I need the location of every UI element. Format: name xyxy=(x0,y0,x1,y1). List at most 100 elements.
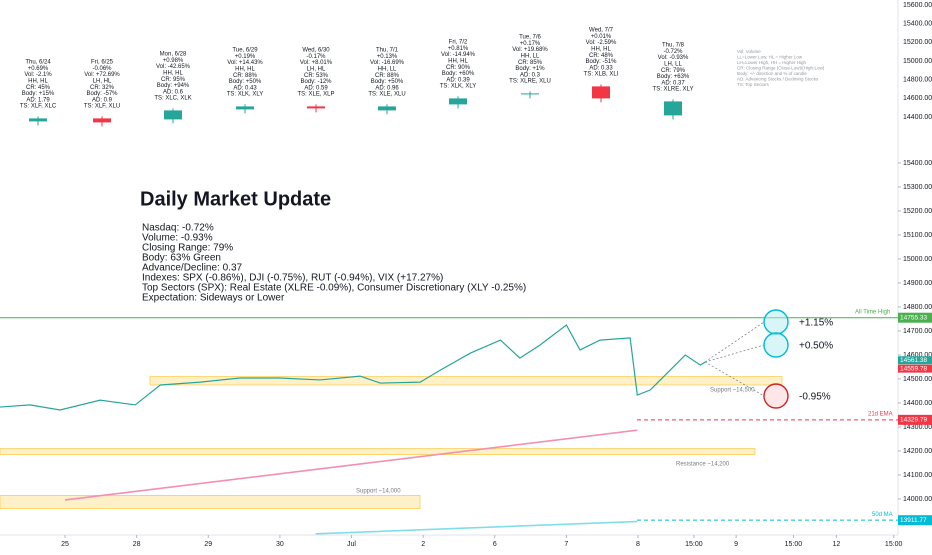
day-stat: HH, LL xyxy=(521,53,540,59)
day-stat: Body: -57% xyxy=(86,91,118,97)
summary-line: Advance/Decline: 0.37 xyxy=(142,263,243,274)
legend-note: AD: Advancing Stocks / Declining Stocks xyxy=(737,77,819,82)
inset-y-tick-label: 15200.00 xyxy=(903,39,932,46)
day-stat: CR: 32% xyxy=(90,85,115,91)
day-candle xyxy=(164,110,182,120)
scenario-label: -0.95% xyxy=(799,392,831,403)
day-stat: -0.06% xyxy=(92,66,112,72)
day-candle xyxy=(592,86,610,99)
ema-line xyxy=(64,429,638,501)
x-tick-label: 2 xyxy=(421,541,425,548)
day-date: Wed, 6/30 xyxy=(302,48,330,54)
y-tick-label: 14800.00 xyxy=(903,304,932,311)
y-tick-label: 15300.00 xyxy=(903,184,932,191)
y-tick-label: 15000.00 xyxy=(903,256,932,263)
ma-line xyxy=(315,520,638,535)
day-candle xyxy=(521,93,539,95)
x-tick-label: 15:00 xyxy=(885,541,903,548)
legend-note: LL=Lower Low, HL = Higher Low xyxy=(737,55,803,60)
inset-y-tick-label: 14800.00 xyxy=(903,77,932,84)
scenario-circle xyxy=(763,383,789,409)
day-stat: Vol: -0.93% xyxy=(658,55,689,61)
price-badge-label: 14755.33 xyxy=(900,314,927,321)
day-candle xyxy=(307,106,325,109)
day-stat: TS: XLRE, XLY xyxy=(653,87,694,93)
price-badge xyxy=(898,515,932,526)
day-stat: Body: +60% xyxy=(442,71,475,77)
summary-line: Body: 63% Green xyxy=(142,253,221,264)
day-stat: Body: +1% xyxy=(515,66,545,72)
day-stat: AD: 0.96 xyxy=(375,85,399,91)
inset-y-tick-label: 15600.00 xyxy=(903,2,932,9)
day-stat: Vol: -2.59% xyxy=(586,40,617,46)
last-price-label: 14559.78 xyxy=(900,365,927,372)
day-stat: Vol: +8.01% xyxy=(300,60,333,66)
day-stat: Vol: -16.69% xyxy=(370,60,405,66)
day-stat: Body: -12% xyxy=(300,79,332,85)
day-stat: AD: 0.3 xyxy=(520,72,541,78)
day-stat: CR: 95% xyxy=(161,77,186,83)
day-stat: Body: +50% xyxy=(371,79,404,85)
scenario-label: +1.15% xyxy=(799,318,833,329)
price-badge xyxy=(898,414,932,425)
day-stat: TS: XLF, XLU xyxy=(84,104,120,110)
x-tick-label: 25 xyxy=(61,541,69,548)
x-tick-label: 7 xyxy=(564,541,568,548)
day-stat: TS: XLE, XLU xyxy=(368,92,405,98)
day-stat: AD: 1.79 xyxy=(26,97,50,103)
day-date: Mon, 6/28 xyxy=(160,52,187,58)
day-stat: TS: XLB, XLI xyxy=(584,72,619,78)
y-tick-label: 14200.00 xyxy=(903,448,932,455)
legend-note: TS: Top Sectors xyxy=(737,82,770,87)
summary-line: Closing Range: 79% xyxy=(142,243,233,254)
day-date: Wed, 7/7 xyxy=(589,28,614,34)
day-stat: CR: 88% xyxy=(233,73,258,79)
day-stat: AD: 0.39 xyxy=(446,77,470,83)
last-price-badge xyxy=(898,364,932,373)
zone-label: Support ~14,000 xyxy=(356,489,401,495)
day-stat: +0.17% xyxy=(520,41,541,47)
day-stat: LH, HL xyxy=(307,66,326,72)
day-stat: LH, HL xyxy=(93,78,112,84)
day-stat: CR: 48% xyxy=(589,53,614,59)
zone xyxy=(149,376,783,386)
price-badge-label: 13911.77 xyxy=(900,517,927,524)
day-stat: Vol: +14.43% xyxy=(227,60,263,66)
inset-y-tick-label: 14600.00 xyxy=(903,95,932,102)
day-candle xyxy=(236,106,254,110)
y-tick-label: 14100.00 xyxy=(903,472,932,479)
day-stat: CR: 45% xyxy=(26,85,51,91)
level-name: 50d MA xyxy=(872,512,893,518)
day-stat: HH, HL xyxy=(448,58,468,64)
y-tick-label: 14600.00 xyxy=(903,352,932,359)
day-stat: Body: +94% xyxy=(157,83,190,89)
y-tick-label: 15100.00 xyxy=(903,232,932,239)
price-badge xyxy=(898,312,932,323)
day-stat: TS: XLK, XLY xyxy=(440,84,477,90)
day-stat: AD: 0.59 xyxy=(304,85,328,91)
day-stat: HH, HL xyxy=(28,78,48,84)
day-stat: +0.19% xyxy=(235,54,256,60)
day-stat: TS: XLRE, XLU xyxy=(509,79,551,85)
day-stat: CR: 85% xyxy=(518,60,543,66)
x-tick-label: 9 xyxy=(734,541,738,548)
day-stat: AD: 0.6 xyxy=(163,89,184,95)
zone xyxy=(0,448,756,455)
x-tick-label: 28 xyxy=(133,541,141,548)
day-stat: -0.17% xyxy=(306,54,326,60)
x-tick-label: 6 xyxy=(493,541,497,548)
day-stat: +0.98% xyxy=(163,58,184,64)
zone-label: Resistance ~14,200 xyxy=(676,462,730,468)
day-date: Thu, 7/8 xyxy=(662,43,685,49)
y-tick-label: 14700.00 xyxy=(903,328,932,335)
day-stat: CR: 90% xyxy=(446,65,471,71)
day-stat: Vol: -42.65% xyxy=(156,64,191,70)
day-stat: HH, HL xyxy=(591,46,611,52)
summary-line: Indexes: SPX (-0.86%), DJI (-0.75%), RUT… xyxy=(142,273,443,284)
y-tick-label: 14400.00 xyxy=(903,400,932,407)
last-price-label: 14561.38 xyxy=(900,357,927,364)
day-candle xyxy=(29,118,47,122)
price-badge-label: 14329.79 xyxy=(900,417,927,424)
y-tick-label: 14300.00 xyxy=(903,424,932,431)
zone-label: Support ~14,500 xyxy=(710,388,755,394)
